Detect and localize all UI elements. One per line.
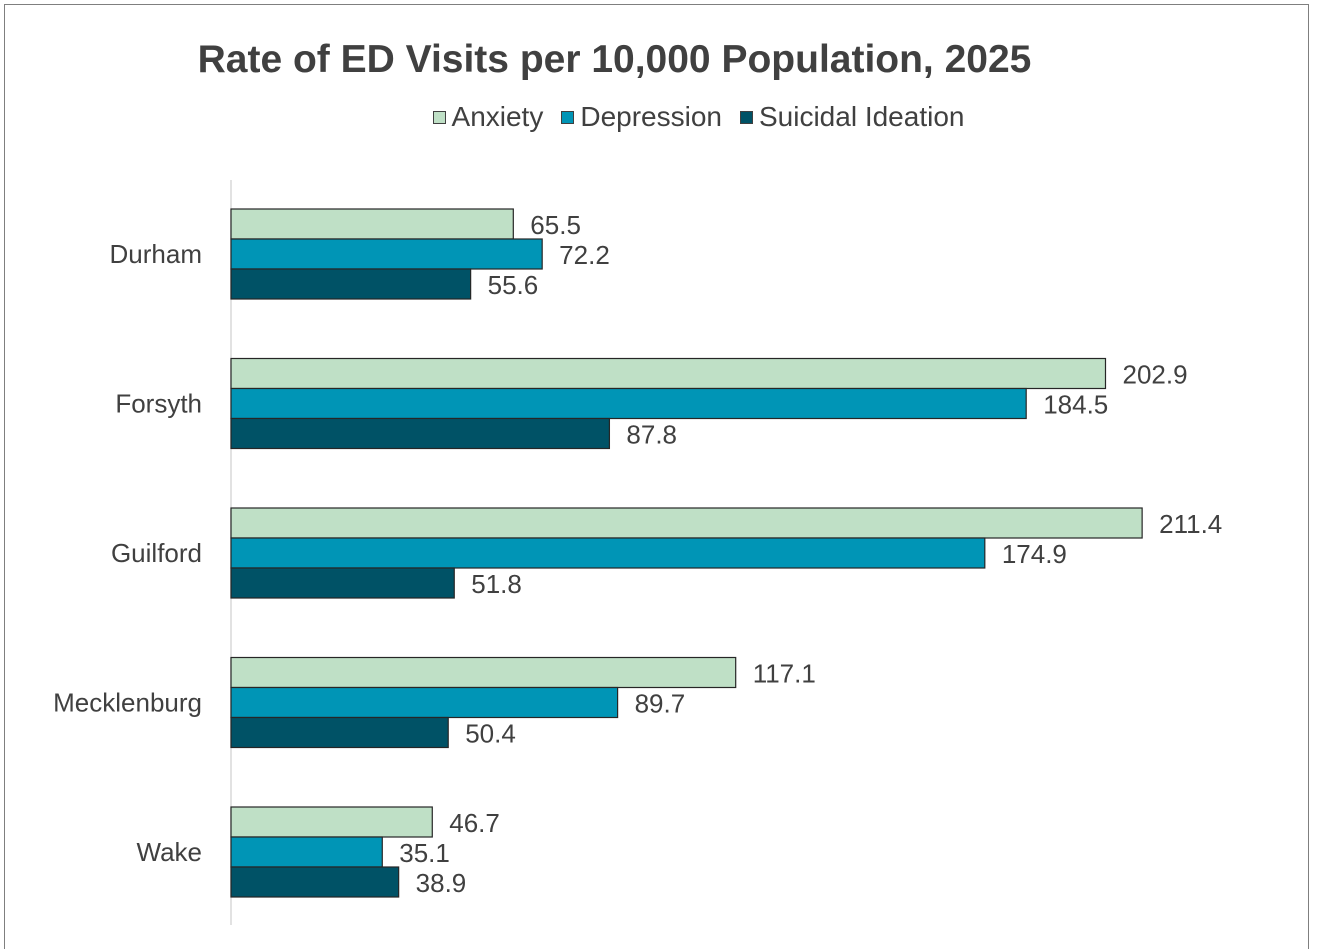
bar-depression xyxy=(230,537,986,569)
data-label: 65.5 xyxy=(530,210,581,240)
bar-suicidal-ideation xyxy=(230,268,472,300)
bar-suicidal-ideation xyxy=(230,567,455,599)
bar-suicidal-ideation xyxy=(230,716,449,749)
data-label: 89.7 xyxy=(635,689,686,719)
legend-item-depression: Depression xyxy=(561,101,722,133)
category-label: Guilford xyxy=(111,538,202,568)
bar-anxiety xyxy=(230,507,1143,539)
data-label: 72.2 xyxy=(559,240,610,270)
bar-anxiety xyxy=(230,806,433,838)
legend-swatch-suicidal-ideation xyxy=(739,110,753,124)
legend-swatch-anxiety xyxy=(432,110,446,124)
bar-depression xyxy=(230,836,383,868)
data-label: 202.9 xyxy=(1122,360,1187,390)
bar-anxiety xyxy=(230,208,514,240)
data-label: 211.4 xyxy=(1159,509,1222,539)
data-label: 87.8 xyxy=(626,420,677,450)
data-label: 46.7 xyxy=(449,808,500,838)
data-label: 51.8 xyxy=(471,569,522,599)
chart-frame xyxy=(4,4,1309,949)
category-label: Forsyth xyxy=(115,389,202,419)
data-label: 117.1 xyxy=(753,659,816,689)
legend: Anxiety Depression Suicidal Ideation xyxy=(40,101,1317,133)
bar-depression xyxy=(230,686,619,719)
bar-suicidal-ideation xyxy=(230,866,400,898)
legend-swatch-depression xyxy=(561,110,575,124)
category-label: Mecklenburg xyxy=(53,688,202,718)
bar-depression xyxy=(230,238,543,270)
chart-title: Rate of ED Visits per 10,000 Population,… xyxy=(197,38,1032,81)
bar-anxiety xyxy=(230,656,737,689)
category-label: Wake xyxy=(137,837,203,867)
data-label: 174.9 xyxy=(1002,539,1067,569)
data-label: 38.9 xyxy=(416,868,467,898)
legend-label-anxiety: Anxiety xyxy=(451,101,544,132)
data-label: 50.4 xyxy=(465,719,516,749)
legend-item-anxiety: Anxiety xyxy=(432,101,544,133)
bar-anxiety xyxy=(230,357,1107,390)
bar-depression xyxy=(230,387,1027,420)
legend-label-suicidal-ideation: Suicidal Ideation xyxy=(758,101,965,132)
data-label: 55.6 xyxy=(488,270,539,300)
data-label: 35.1 xyxy=(399,838,450,868)
bar-suicidal-ideation xyxy=(230,417,611,450)
legend-label-depression: Depression xyxy=(580,101,722,132)
legend-item-suicidal-ideation: Suicidal Ideation xyxy=(739,101,965,133)
category-label: Durham xyxy=(110,239,202,269)
data-label: 184.5 xyxy=(1043,390,1108,420)
